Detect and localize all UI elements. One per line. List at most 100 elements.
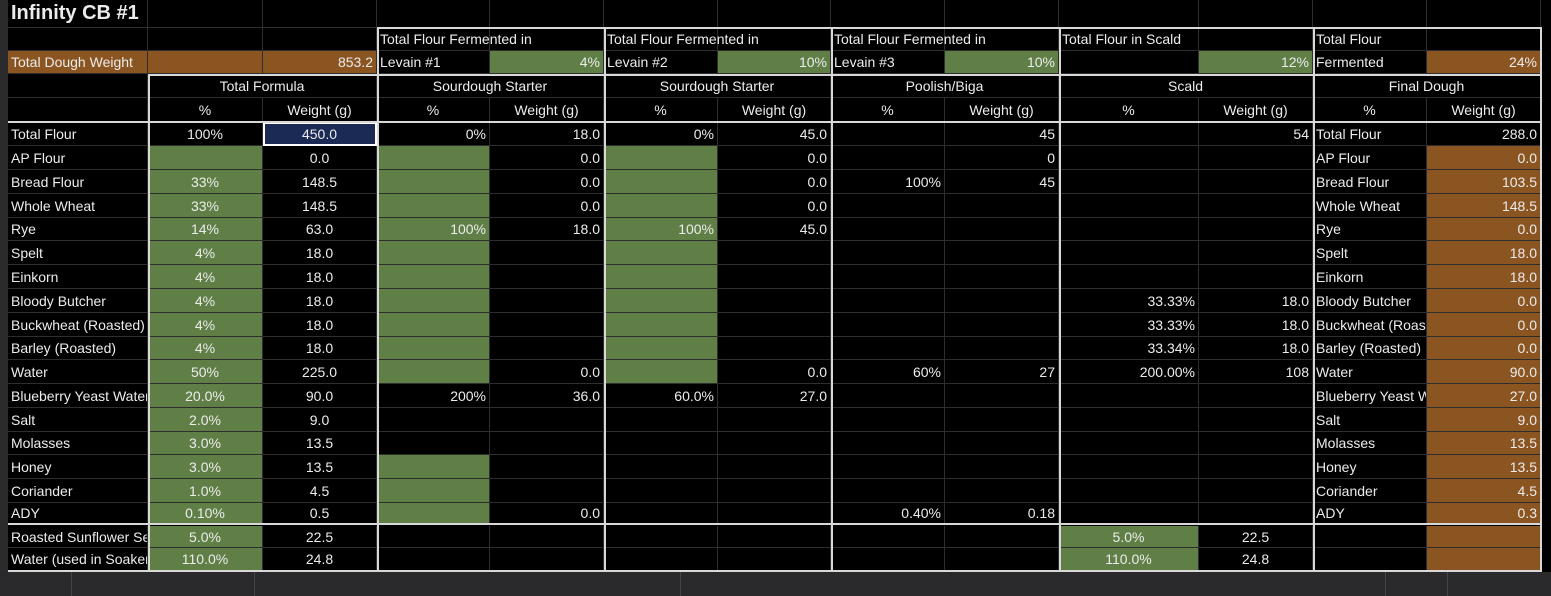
poolish-weight-cell[interactable]	[945, 313, 1059, 337]
final-weight-cell[interactable]: 27.0	[1427, 384, 1541, 408]
total-pct-cell[interactable]	[148, 146, 263, 170]
final-weight-cell[interactable]: 103.5	[1427, 170, 1541, 194]
levain2-weight-cell[interactable]	[718, 337, 831, 360]
final-label-cell[interactable]: Honey	[1313, 455, 1427, 479]
levain1-pct-cell[interactable]	[377, 313, 490, 337]
column-header[interactable]: %	[1059, 98, 1199, 122]
poolish-pct-cell[interactable]	[831, 289, 945, 313]
total-weight-cell[interactable]: 148.5	[263, 170, 377, 194]
column-header[interactable]: %	[604, 98, 718, 122]
column-header[interactable]: Weight (g)	[1427, 98, 1541, 122]
total-pct-cell[interactable]: 33%	[148, 194, 263, 218]
final-label-cell[interactable]: Buckwheat (Roasted)	[1313, 313, 1427, 337]
column-header[interactable]	[8, 98, 148, 122]
scald-pct-cell[interactable]	[1059, 384, 1199, 408]
scald-weight-cell[interactable]	[1199, 408, 1313, 432]
empty-cell[interactable]	[263, 0, 377, 28]
summary-cell[interactable]: Fermented	[1313, 51, 1427, 74]
poolish-weight-cell[interactable]	[945, 432, 1059, 455]
final-weight-cell[interactable]: 4.5	[1427, 479, 1541, 503]
header-cell[interactable]	[148, 28, 263, 51]
empty-cell[interactable]	[377, 0, 490, 28]
empty-cell[interactable]	[945, 0, 1059, 28]
poolish-weight-cell[interactable]: 45	[945, 122, 1059, 146]
header-cell[interactable]: Total Flour in Scald	[1059, 28, 1199, 51]
ingredient-cell[interactable]: Total Flour	[8, 122, 148, 146]
header-cell[interactable]	[718, 28, 831, 51]
column-header[interactable]: Weight (g)	[1199, 98, 1313, 122]
total-weight-cell[interactable]: 18.0	[263, 241, 377, 265]
levain1-pct-cell[interactable]	[377, 241, 490, 265]
final-label-cell[interactable]: Molasses	[1313, 432, 1427, 455]
final-label-cell[interactable]	[1313, 548, 1427, 571]
levain2-weight-cell[interactable]: 0.0	[718, 360, 831, 384]
ingredient-cell[interactable]: Rye	[8, 218, 148, 241]
final-weight-cell[interactable]: 90.0	[1427, 360, 1541, 384]
poolish-pct-cell[interactable]	[831, 384, 945, 408]
group-header[interactable]: Sourdough Starter	[377, 74, 604, 98]
levain1-pct-cell[interactable]	[377, 170, 490, 194]
levain1-weight-cell[interactable]: 0.0	[490, 170, 604, 194]
scald-weight-cell[interactable]: 18.0	[1199, 289, 1313, 313]
ingredient-cell[interactable]: Roasted Sunflower Seeds	[8, 526, 148, 548]
scald-pct-cell[interactable]	[1059, 122, 1199, 146]
poolish-pct-cell[interactable]	[831, 408, 945, 432]
levain1-weight-cell[interactable]	[490, 526, 604, 548]
poolish-weight-cell[interactable]	[945, 455, 1059, 479]
levain1-pct-cell[interactable]	[377, 289, 490, 313]
levain1-pct-cell[interactable]: 100%	[377, 218, 490, 241]
summary-cell[interactable]: Levain #2	[604, 51, 718, 74]
column-header[interactable]: Weight (g)	[490, 98, 604, 122]
scald-pct-cell[interactable]: 110.0%	[1059, 548, 1199, 571]
scald-pct-cell[interactable]	[1059, 218, 1199, 241]
levain2-weight-cell[interactable]	[718, 289, 831, 313]
levain2-pct-cell[interactable]	[604, 146, 718, 170]
levain2-pct-cell[interactable]	[604, 194, 718, 218]
summary-cell[interactable]	[1059, 51, 1199, 74]
final-weight-cell[interactable]	[1427, 526, 1541, 548]
poolish-weight-cell[interactable]	[945, 218, 1059, 241]
poolish-weight-cell[interactable]	[945, 265, 1059, 289]
ingredient-cell[interactable]: Bread Flour	[8, 170, 148, 194]
total-weight-cell[interactable]: 22.5	[263, 526, 377, 548]
scald-pct-cell[interactable]	[1059, 265, 1199, 289]
group-header[interactable]: Sourdough Starter	[604, 74, 831, 98]
ingredient-cell[interactable]: Coriander	[8, 479, 148, 503]
header-cell[interactable]	[263, 28, 377, 51]
summary-cell[interactable]: Levain #1	[377, 51, 490, 74]
final-weight-cell[interactable]: 0.0	[1427, 146, 1541, 170]
scald-weight-cell[interactable]	[1199, 455, 1313, 479]
ingredient-cell[interactable]: Buckwheat (Roasted)	[8, 313, 148, 337]
final-label-cell[interactable]: Bread Flour	[1313, 170, 1427, 194]
empty-cell[interactable]	[148, 0, 263, 28]
scald-pct-cell[interactable]: 200.00%	[1059, 360, 1199, 384]
poolish-weight-cell[interactable]	[945, 241, 1059, 265]
final-label-cell[interactable]: Barley (Roasted)	[1313, 337, 1427, 360]
poolish-pct-cell[interactable]: 100%	[831, 170, 945, 194]
poolish-pct-cell[interactable]	[831, 265, 945, 289]
scald-weight-cell[interactable]: 24.8	[1199, 548, 1313, 571]
levain1-weight-cell[interactable]: 18.0	[490, 218, 604, 241]
poolish-weight-cell[interactable]	[945, 479, 1059, 503]
levain2-pct-cell[interactable]	[604, 289, 718, 313]
total-weight-cell[interactable]: 0.5	[263, 503, 377, 524]
levain1-weight-cell[interactable]	[490, 479, 604, 503]
total-weight-cell[interactable]: 18.0	[263, 337, 377, 360]
summary-cell[interactable]: 24%	[1427, 51, 1541, 74]
empty-cell[interactable]	[490, 0, 604, 28]
group-header[interactable]: Final Dough	[1313, 74, 1541, 98]
poolish-weight-cell[interactable]	[945, 194, 1059, 218]
levain1-pct-cell[interactable]	[377, 337, 490, 360]
scald-pct-cell[interactable]	[1059, 432, 1199, 455]
levain1-weight-cell[interactable]	[490, 455, 604, 479]
total-pct-cell[interactable]: 4%	[148, 313, 263, 337]
total-pct-cell[interactable]: 0.10%	[148, 503, 263, 524]
scald-weight-cell[interactable]	[1199, 265, 1313, 289]
final-weight-cell[interactable]: 0.3	[1427, 503, 1541, 524]
summary-cell[interactable]: 12%	[1199, 51, 1313, 74]
poolish-weight-cell[interactable]	[945, 548, 1059, 571]
scald-pct-cell[interactable]	[1059, 455, 1199, 479]
final-weight-cell[interactable]: 13.5	[1427, 432, 1541, 455]
sheet-tab-bar[interactable]	[0, 572, 1551, 596]
levain1-weight-cell[interactable]: 36.0	[490, 384, 604, 408]
